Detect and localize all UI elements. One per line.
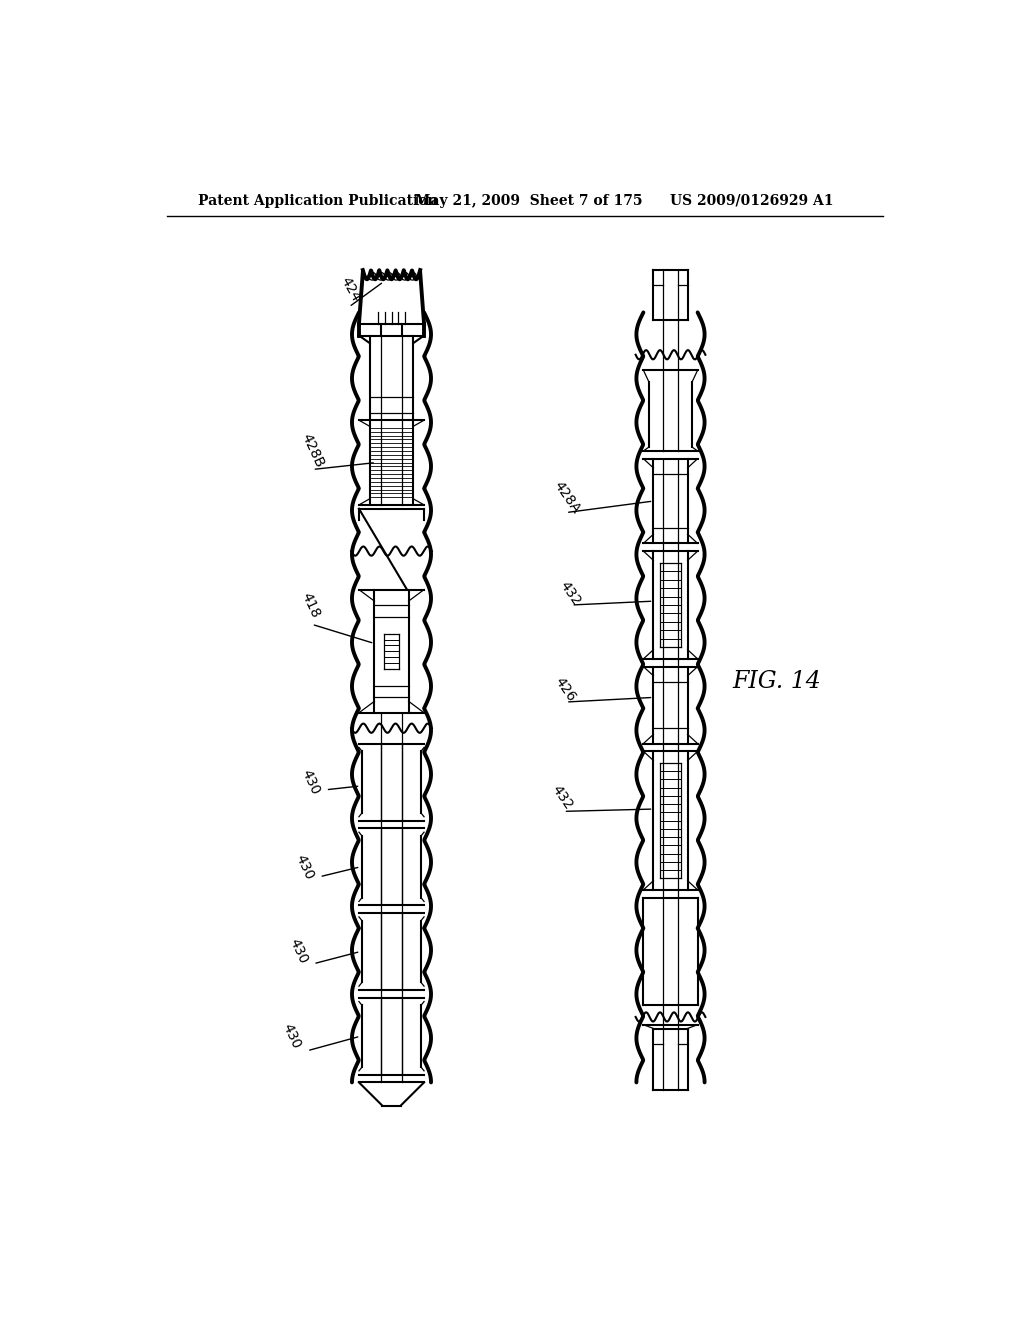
Text: 424: 424 <box>337 275 362 304</box>
Text: 428B: 428B <box>299 432 327 470</box>
Text: 432: 432 <box>549 783 575 812</box>
Text: 430: 430 <box>286 937 310 966</box>
Text: 428A: 428A <box>550 478 583 516</box>
Text: 430: 430 <box>299 767 323 797</box>
Text: 430: 430 <box>280 1022 304 1051</box>
Text: 426: 426 <box>552 675 579 705</box>
Text: Patent Application Publication: Patent Application Publication <box>198 194 437 207</box>
Text: May 21, 2009  Sheet 7 of 175: May 21, 2009 Sheet 7 of 175 <box>415 194 642 207</box>
Text: 418: 418 <box>299 590 323 620</box>
Text: 432: 432 <box>557 578 583 609</box>
Text: US 2009/0126929 A1: US 2009/0126929 A1 <box>671 194 834 207</box>
Text: FIG. 14: FIG. 14 <box>732 671 821 693</box>
Text: 430: 430 <box>292 851 316 882</box>
